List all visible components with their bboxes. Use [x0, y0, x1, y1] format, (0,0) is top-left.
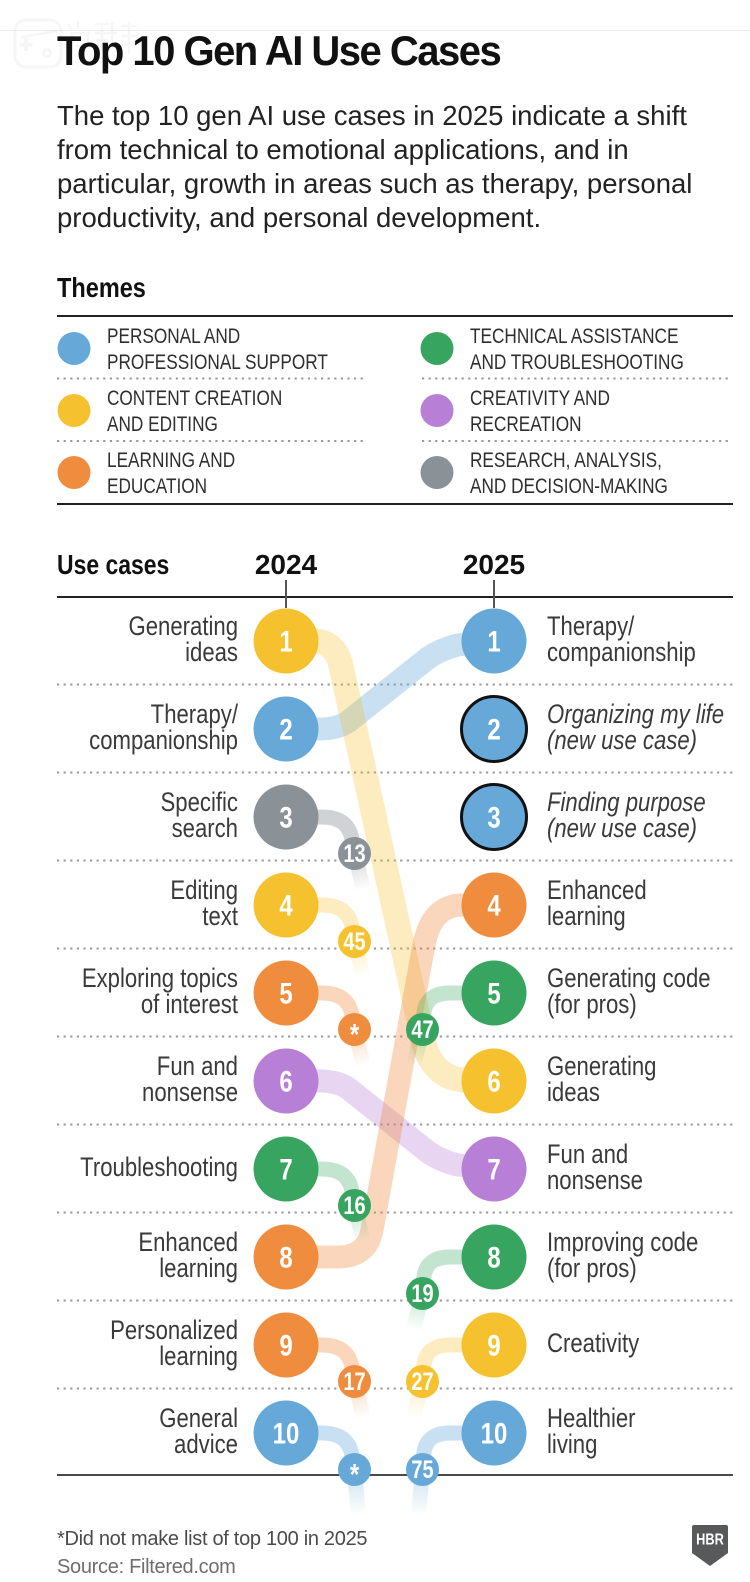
- svg-text:27: 27: [411, 1368, 433, 1396]
- svg-text:(new use case): (new use case): [547, 726, 697, 756]
- svg-text:(new use case): (new use case): [547, 814, 697, 844]
- svg-text:4: 4: [487, 888, 500, 922]
- svg-text:Enhanced: Enhanced: [138, 1228, 238, 1258]
- svg-text:HBR: HBR: [696, 1531, 724, 1549]
- svg-text:Generating: Generating: [129, 612, 238, 642]
- svg-text:2: 2: [487, 712, 500, 746]
- svg-text:75: 75: [411, 1456, 433, 1484]
- svg-text:nonsense: nonsense: [547, 1166, 643, 1196]
- svg-text:EDUCATION: EDUCATION: [107, 476, 207, 499]
- svg-text:1: 1: [279, 624, 292, 658]
- svg-text:4: 4: [279, 888, 292, 922]
- svg-text:Fun and: Fun and: [157, 1052, 238, 1082]
- svg-text:AND DECISION-MAKING: AND DECISION-MAKING: [470, 476, 668, 499]
- svg-text:47: 47: [411, 1016, 433, 1044]
- svg-text:Generating: Generating: [547, 1052, 656, 1082]
- svg-text:2025: 2025: [463, 549, 525, 580]
- svg-text:Generating code: Generating code: [547, 964, 711, 994]
- svg-text:PERSONAL AND: PERSONAL AND: [107, 326, 240, 349]
- svg-text:10: 10: [481, 1416, 508, 1450]
- svg-text:Organizing my life: Organizing my life: [547, 700, 724, 730]
- svg-text:2: 2: [279, 712, 292, 746]
- svg-text:Troubleshooting: Troubleshooting: [80, 1153, 238, 1183]
- svg-text:7: 7: [279, 1152, 292, 1186]
- svg-text:Therapy/: Therapy/: [547, 612, 634, 642]
- svg-text:ideas: ideas: [185, 638, 238, 668]
- svg-text:RESEARCH, ANALYSIS,: RESEARCH, ANALYSIS,: [470, 450, 662, 473]
- svg-text:TECHNICAL ASSISTANCE: TECHNICAL ASSISTANCE: [470, 326, 678, 349]
- svg-text:*: *: [350, 1457, 360, 1491]
- svg-text:3: 3: [487, 800, 500, 834]
- svg-text:CREATIVITY AND: CREATIVITY AND: [470, 388, 610, 411]
- svg-text:*: *: [350, 1017, 360, 1051]
- svg-text:8: 8: [279, 1240, 292, 1274]
- svg-text:6: 6: [487, 1064, 500, 1098]
- svg-text:9: 9: [487, 1328, 500, 1362]
- svg-text:5: 5: [487, 976, 500, 1010]
- svg-text:search: search: [172, 814, 238, 844]
- svg-text:ideas: ideas: [547, 1078, 600, 1108]
- svg-text:advice: advice: [174, 1430, 238, 1460]
- svg-text:Creativity: Creativity: [547, 1329, 640, 1359]
- svg-text:3: 3: [279, 800, 292, 834]
- svg-text:2024: 2024: [255, 549, 318, 580]
- svg-text:6: 6: [279, 1064, 292, 1098]
- svg-text:Exploring topics: Exploring topics: [82, 964, 238, 994]
- svg-text:Editing: Editing: [170, 876, 238, 906]
- svg-text:Healthier: Healthier: [547, 1404, 636, 1434]
- svg-text:Use cases: Use cases: [57, 550, 169, 581]
- svg-text:19: 19: [411, 1280, 433, 1308]
- svg-text:of interest: of interest: [141, 990, 238, 1020]
- svg-text:Enhanced: Enhanced: [547, 876, 647, 906]
- svg-text:General: General: [159, 1404, 238, 1434]
- svg-text:10: 10: [273, 1416, 300, 1450]
- svg-text:Therapy/: Therapy/: [151, 700, 238, 730]
- svg-text:7: 7: [487, 1152, 500, 1186]
- svg-text:9: 9: [279, 1328, 292, 1362]
- svg-text:Specific: Specific: [161, 788, 238, 818]
- svg-text:LEARNING AND: LEARNING AND: [107, 450, 235, 473]
- svg-text:living: living: [547, 1430, 597, 1460]
- svg-text:5: 5: [279, 976, 292, 1010]
- svg-text:Finding purpose: Finding purpose: [547, 788, 706, 818]
- svg-text:companionship: companionship: [547, 638, 696, 668]
- svg-text:(for pros): (for pros): [547, 1254, 637, 1284]
- svg-text:(for pros): (for pros): [547, 990, 637, 1020]
- svg-text:1: 1: [487, 624, 500, 658]
- svg-text:nonsense: nonsense: [142, 1078, 238, 1108]
- svg-text:RECREATION: RECREATION: [470, 414, 582, 437]
- svg-text:17: 17: [343, 1368, 365, 1396]
- svg-text:companionship: companionship: [89, 726, 238, 756]
- svg-text:learning: learning: [159, 1254, 238, 1284]
- svg-text:8: 8: [487, 1240, 500, 1274]
- svg-text:45: 45: [343, 928, 365, 956]
- svg-text:AND TROUBLESHOOTING: AND TROUBLESHOOTING: [470, 352, 684, 375]
- svg-text:Fun and: Fun and: [547, 1140, 628, 1170]
- svg-text:PROFESSIONAL SUPPORT: PROFESSIONAL SUPPORT: [107, 352, 328, 375]
- svg-text:Improving code: Improving code: [547, 1228, 698, 1258]
- svg-text:learning: learning: [159, 1342, 238, 1372]
- svg-text:Personalized: Personalized: [110, 1316, 238, 1346]
- svg-text:text: text: [202, 902, 238, 932]
- svg-text:learning: learning: [547, 902, 626, 932]
- svg-text:CONTENT CREATION: CONTENT CREATION: [107, 388, 282, 411]
- svg-text:13: 13: [343, 840, 365, 868]
- svg-text:16: 16: [343, 1192, 365, 1220]
- svg-text:AND EDITING: AND EDITING: [107, 414, 218, 437]
